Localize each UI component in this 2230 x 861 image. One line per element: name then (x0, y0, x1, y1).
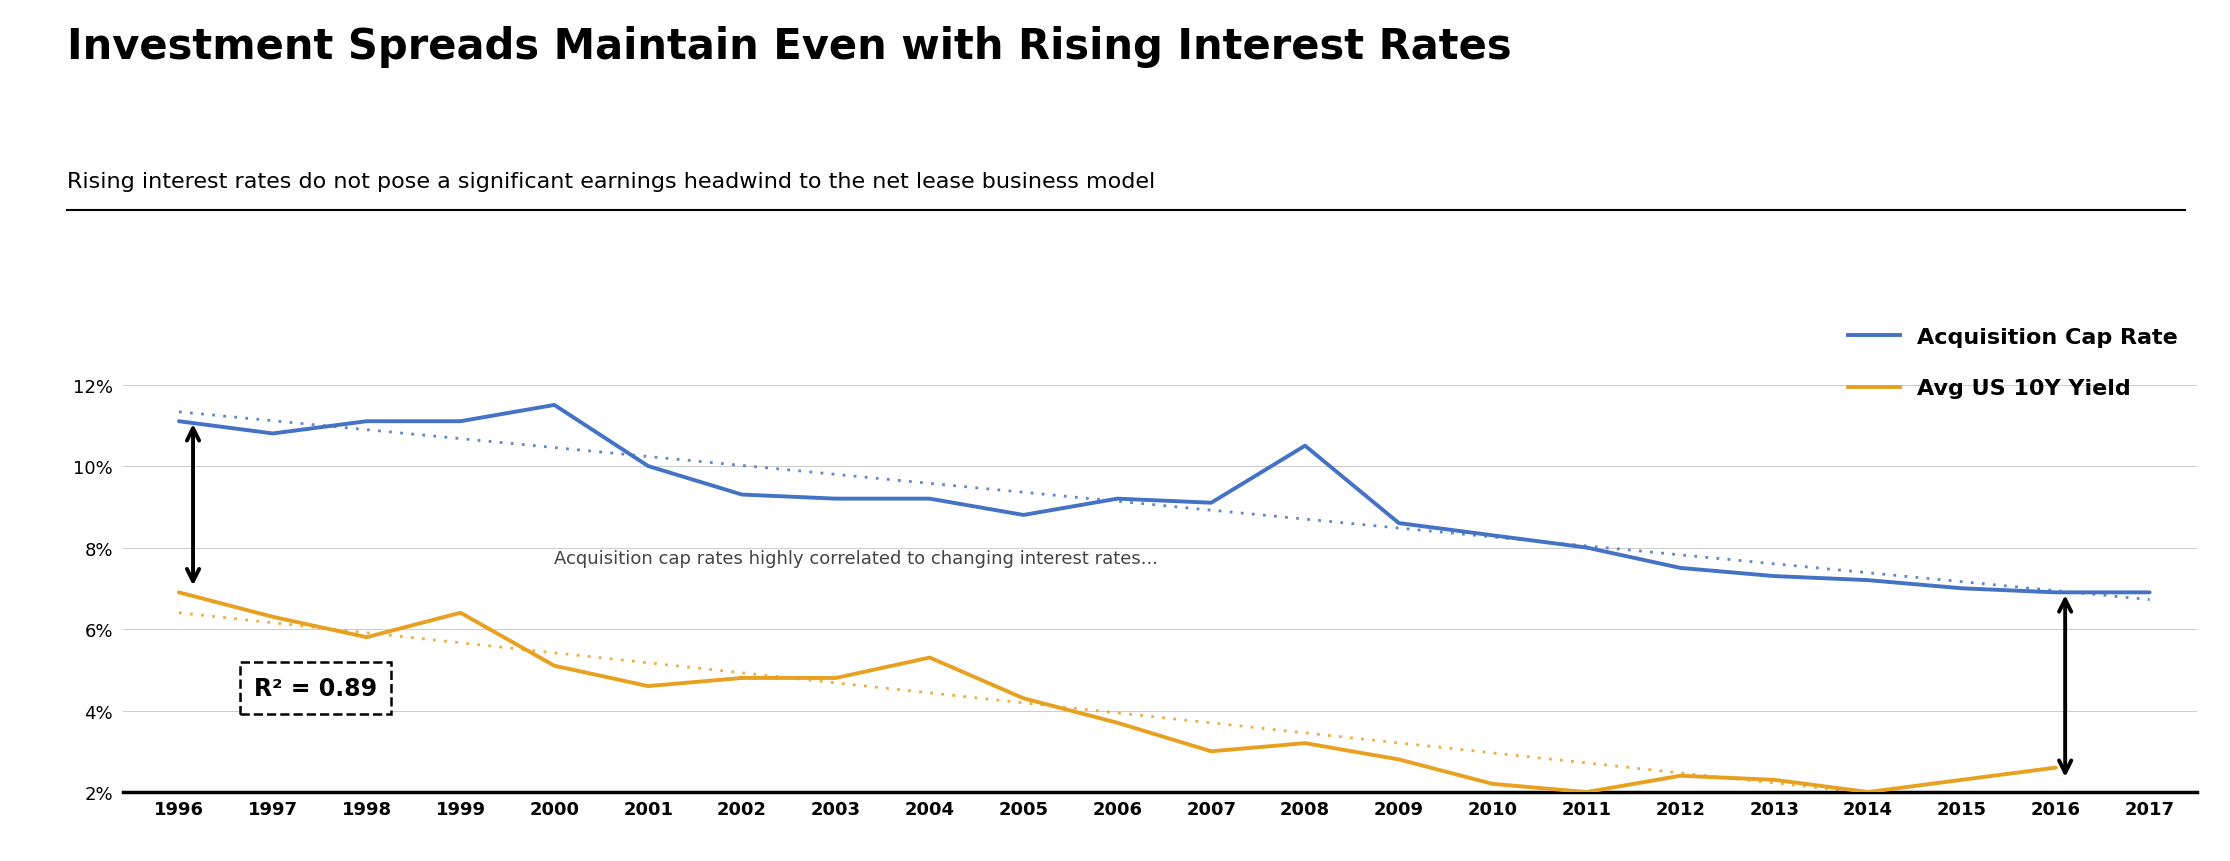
Text: R² = 0.89: R² = 0.89 (254, 677, 377, 700)
Text: Rising interest rates do not pose a significant earnings headwind to the net lea: Rising interest rates do not pose a sign… (67, 172, 1155, 192)
Legend: Acquisition Cap Rate, Avg US 10Y Yield: Acquisition Cap Rate, Avg US 10Y Yield (1840, 319, 2185, 406)
Text: Investment Spreads Maintain Even with Rising Interest Rates: Investment Spreads Maintain Even with Ri… (67, 26, 1512, 68)
Text: Acquisition cap rates highly correlated to changing interest rates...: Acquisition cap rates highly correlated … (555, 549, 1157, 567)
